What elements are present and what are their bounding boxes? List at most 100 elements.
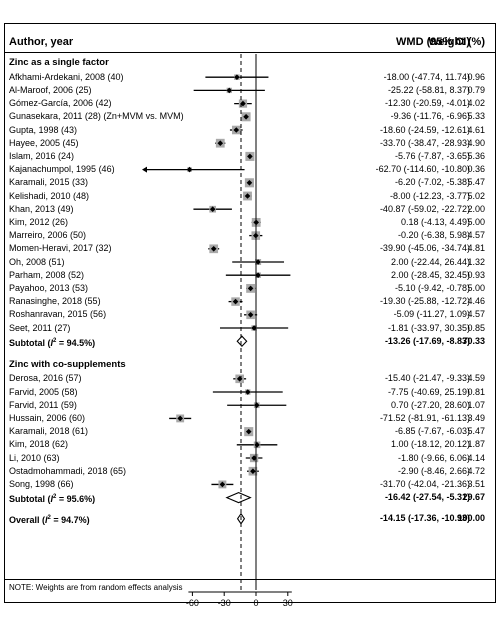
point-estimate [244,389,251,395]
x-tick-label: -60 [186,598,199,608]
study-label: Ranasinghe, 2018 (55) [9,296,101,307]
ci-value: 1.00 (-18.12, 20.12) [390,439,470,450]
study-label: Subtotal (I2 = 94.5%) [9,337,96,348]
study-row: Momen-Heravi, 2017 (32) -39.90 (-45.06, -… [0,242,500,255]
ci-value: 0.18 (-4.13, 4.49) [400,216,470,227]
ci-value: -1.80 (-9.66, 6.06) [397,452,470,463]
study-label: Gupta, 1998 (43) [9,124,78,135]
ci-value: -71.52 (-81.91, -61.13) [379,412,470,423]
study-row: Afkhami-Ardekani, 2008 (40) -18.00 (-47.7… [0,71,500,84]
wmd-column-header: WMD (95% CI) [396,36,470,48]
ci-value: -5.09 (-11.27, 1.09) [393,309,470,320]
weight-value: 4.59 [467,373,485,384]
point-estimate [244,193,251,199]
study-label: Kajanachumpol, 1995 (46) [9,164,115,175]
ci-value: -31.70 (-42.04, -21.36) [379,478,470,489]
x-tick-label: 30 [283,598,293,608]
ci-arrow [142,166,147,173]
point-estimate [226,87,233,94]
author-column-header: Author, year [9,36,74,48]
study-row: Karamali, 2015 (33) -6.20 (-7.02, -5.38) 5… [0,176,500,189]
study-row: Payahoo, 2013 (53) -5.10 (-9.42, -0.78) 5.… [0,282,500,295]
study-label: Seet, 2011 (27) [9,322,71,333]
subgroup-heading: Zinc as a single factor [9,57,109,68]
study-row: Kelishadi, 2010 (48) -8.00 (-12.23, -3.77… [0,190,500,203]
study-row: Seet, 2011 (27) -1.81 (-33.97, 30.35) 0.85 [0,322,500,335]
study-label: Farvid, 2005 (58) [9,386,78,397]
weight-value: 5.36 [467,150,485,161]
ci-value: -8.00 (-12.23, -3.77) [389,190,470,201]
study-label: Li, 2010 (63) [9,452,60,463]
study-label: Overall (I2 = 94.7%) [9,515,90,526]
weight-value: 2.00 [467,203,485,214]
point-estimate [254,442,260,448]
study-label: Momen-Heravi, 2017 (32) [9,243,112,254]
study-row: Farvid, 2005 (58) -7.75 (-40.69, 25.19) 0.… [0,386,500,399]
ci-value: -19.30 (-25.88, -12.72) [379,296,470,307]
ci-value: -14.15 (-17.36, -10.93) [379,513,470,524]
study-row: Islam, 2016 (24) -5.76 (-7.87, -3.65) 5.36 [0,150,500,163]
study-row: Marreiro, 2006 (50) -0.20 (-6.38, 5.98) 4.… [0,229,500,242]
point-estimate [255,272,261,278]
study-row: Li, 2010 (63) -1.80 (-9.66, 6.06) 4.14 [0,452,500,465]
study-label: Kelishadi, 2010 (48) [9,190,90,201]
ci-value: -12.30 (-20.59, -4.01) [384,98,470,109]
ci-value: -18.00 (-47.74, 11.74) [383,71,470,82]
weight-value: 3.49 [467,412,485,423]
point-estimate [255,259,261,265]
weight-column-header: Weight (%) [428,36,485,48]
point-estimate [247,153,253,160]
point-estimate [250,468,256,475]
study-row: Gupta, 1998 (43) -18.60 (-24.59, -12.61) 4… [0,124,500,137]
point-estimate [251,455,257,461]
weight-value: 5.33 [467,111,485,122]
study-row: Hayee, 2005 (45) -33.70 (-38.47, -28.93) 4… [0,137,500,150]
footer-divider [4,579,496,580]
weight-value: 70.33 [462,335,485,346]
ci-value: -15.40 (-21.47, -9.33) [384,373,470,384]
point-estimate [233,127,240,133]
point-estimate [247,285,254,292]
point-estimate [232,298,239,305]
study-label: Oh, 2008 (51) [9,256,65,267]
study-label: Khan, 2013 (49) [9,203,74,214]
study-label: Kim, 2012 (26) [9,216,69,227]
ci-value: -5.76 (-7.87, -3.65) [394,150,470,161]
weight-value: 0.81 [467,386,485,397]
study-row: Roshanravan, 2015 (56) -5.09 (-11.27, 1.0… [0,308,500,321]
study-label: Marreiro, 2006 (50) [9,230,87,241]
weight-value: 5.00 [467,216,485,227]
ci-value: -62.70 (-114.60, -10.80) [375,164,470,175]
study-label: Hayee, 2005 (45) [9,137,79,148]
ci-value: 2.00 (-28.45, 32.45) [390,269,470,280]
header-divider [4,52,496,53]
figure-frame [4,23,496,603]
ci-value: -1.81 (-33.97, 30.35) [387,322,470,333]
weight-value: 0.93 [467,269,485,280]
footnote: NOTE: Weights are from random effects an… [9,583,183,592]
weight-value: 1.32 [467,256,485,267]
point-estimate [247,312,254,318]
weight-value: 1.87 [467,439,485,450]
study-row: Karamali, 2018 (61) -6.85 (-7.67, -6.03) 5… [0,425,500,438]
ci-value: -40.87 (-59.02, -22.72) [379,203,470,214]
weight-value: 4.90 [467,137,485,148]
weight-value: 0.36 [467,164,485,175]
weight-value: 4.81 [467,243,485,254]
study-label: Karamali, 2015 (33) [9,177,89,188]
point-estimate [210,246,217,252]
study-label: Farvid, 2011 (59) [9,399,77,410]
ci-value: -18.60 (-24.59, -12.61) [379,124,470,135]
weight-value: 4.61 [467,124,485,135]
study-label: Derosa, 2016 (57) [9,373,82,384]
weight-value: 5.47 [467,426,485,437]
weight-value: 4.46 [467,296,485,307]
point-estimate [186,166,193,173]
weight-value: 0.85 [467,322,485,333]
study-label: Kim, 2018 (62) [9,439,69,450]
ci-value: -33.70 (-38.47, -28.93) [379,137,470,148]
study-label: Subtotal (I2 = 95.6%) [9,494,96,505]
study-label: Parham, 2008 (52) [9,269,85,280]
weight-value: 5.00 [467,282,485,293]
